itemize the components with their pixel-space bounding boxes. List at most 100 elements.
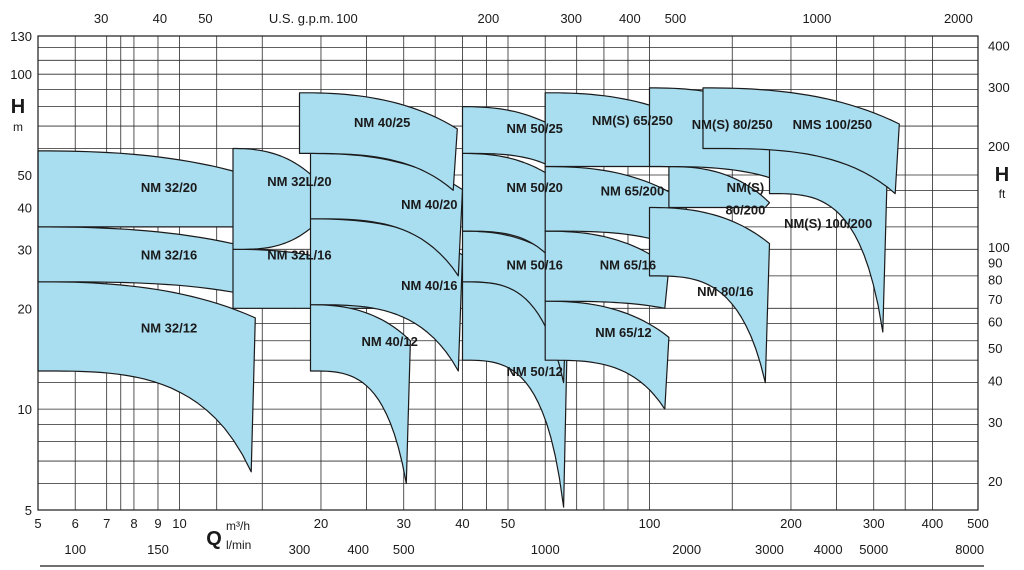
zone-label: NM 32/12 xyxy=(141,321,197,336)
x-tick-m3h: 5 xyxy=(34,516,41,531)
pump-zone-nm-40-25 xyxy=(298,92,458,191)
x-tick-m3h: 400 xyxy=(922,516,944,531)
x-tick-lmin: 2000 xyxy=(672,542,701,557)
zone-label: NM 50/16 xyxy=(507,258,563,273)
x-axis-top-unit: U.S. g.p.m. xyxy=(269,11,334,26)
x-tick-m3h: 20 xyxy=(314,516,328,531)
x-tick-lmin: 5000 xyxy=(859,542,888,557)
x-tick-lmin: 3000 xyxy=(755,542,784,557)
zone-label: NM(S) xyxy=(727,180,765,195)
x-tick-m3h: 100 xyxy=(639,516,661,531)
x-tick-m3h: 7 xyxy=(103,516,110,531)
y-tick-m: 100 xyxy=(10,67,32,82)
zone-label: NM 32/16 xyxy=(141,247,197,262)
pump-zone-nms-100-250 xyxy=(702,87,900,195)
pump-zone-nm-40-16 xyxy=(309,218,464,372)
zone-label: NM(S) 80/250 xyxy=(692,117,773,132)
x-tick-gpm: 2000 xyxy=(944,11,973,26)
zone-label: NM 50/20 xyxy=(507,180,563,195)
y-tick-ft: 80 xyxy=(988,272,1002,287)
zone-labels: NM 32/12 NM 32/16 NM 32/20 NM 32L/16 NM 32L/… xyxy=(141,113,872,379)
x-tick-gpm: 300 xyxy=(560,11,582,26)
x-tick-gpm: 1000 xyxy=(802,11,831,26)
x-tick-gpm: 40 xyxy=(153,11,167,26)
x-tick-lmin: 8000 xyxy=(955,542,984,557)
x-tick-gpm: 30 xyxy=(94,11,108,26)
y-axis-right-name: H xyxy=(995,164,1009,186)
pump-zone-nm-32-12 xyxy=(37,281,256,473)
y-tick-m: 50 xyxy=(18,168,32,183)
x-tick-m3h: 200 xyxy=(780,516,802,531)
x-tick-m3h: 30 xyxy=(396,516,410,531)
x-tick-gpm: 400 xyxy=(619,11,641,26)
zone-label: NM 80/16 xyxy=(697,284,753,299)
y-tick-ft: 300 xyxy=(988,80,1010,95)
x-tick-m3h: 8 xyxy=(130,516,137,531)
x-tick-m3h: 300 xyxy=(863,516,885,531)
pump-zone-nm-50-16 xyxy=(461,230,569,384)
zone-label: NM(S) 100/200 xyxy=(784,216,872,231)
zone-label: NM 50/25 xyxy=(507,121,563,136)
y-tick-ft: 70 xyxy=(988,292,1002,307)
zone-label: NM 50/12 xyxy=(507,364,563,379)
x-tick-m3h: 40 xyxy=(455,516,469,531)
y-tick-m: 30 xyxy=(18,242,32,257)
y-tick-ft: 200 xyxy=(988,139,1010,154)
y-tick-ft: 90 xyxy=(988,255,1002,270)
y-tick-ft: 50 xyxy=(988,341,1002,356)
pump-zone-nm-80-16 xyxy=(648,206,771,384)
x-axis-unit-lmin: l/min xyxy=(226,538,251,552)
y-axis-left-unit: m xyxy=(13,120,23,134)
x-tick-m3h: 10 xyxy=(172,516,186,531)
pump-zone-nm-s-80-200 xyxy=(668,165,771,209)
y-tick-m: 130 xyxy=(10,29,32,44)
zone-label: NM 40/20 xyxy=(401,197,457,212)
x-tick-lmin: 500 xyxy=(393,542,415,557)
x-tick-gpm: 200 xyxy=(478,11,500,26)
plot-frame xyxy=(37,35,979,511)
x-tick-lmin: 100 xyxy=(64,542,86,557)
x-tick-m3h: 50 xyxy=(501,516,515,531)
x-tick-lmin: 150 xyxy=(147,542,169,557)
y-tick-ft: 40 xyxy=(988,373,1002,388)
zone-label: NM 32L/16 xyxy=(267,247,331,262)
x-tick-lmin: 400 xyxy=(347,542,369,557)
zone-label: NM 32L/20 xyxy=(267,174,331,189)
x-tick-lmin: 1000 xyxy=(531,542,560,557)
x-axis-unit-m3h: m³/h xyxy=(226,519,250,533)
pump-zone-nm-65-16 xyxy=(544,230,670,309)
y-tick-m: 10 xyxy=(18,402,32,417)
y-tick-ft: 100 xyxy=(988,240,1010,255)
zone-label: NM 32/20 xyxy=(141,180,197,195)
x-tick-gpm: 100 xyxy=(336,11,358,26)
x-tick-gpm: 500 xyxy=(665,11,687,26)
x-tick-lmin: 300 xyxy=(289,542,311,557)
y-axis-right-unit: ft xyxy=(999,187,1006,201)
plot-border xyxy=(37,35,979,511)
zone-label: NM(S) 65/250 xyxy=(592,113,673,128)
y-tick-m: 40 xyxy=(18,200,32,215)
pump-zone-nm-65-12 xyxy=(544,300,670,410)
x-tick-m3h: 6 xyxy=(72,516,79,531)
x-axis-name: Q xyxy=(206,528,222,550)
x-tick-m3h: 9 xyxy=(154,516,161,531)
zone-label: NM 65/200 xyxy=(601,183,665,198)
y-tick-m: 5 xyxy=(25,503,32,518)
y-tick-ft: 20 xyxy=(988,474,1002,489)
zone-label: NM 65/16 xyxy=(600,258,656,273)
axis-ticks: 5 6 7 8 9 10 20 30 40 50 100 200 300 400 500 100 150 300 4… xyxy=(10,11,1010,567)
y-tick-ft: 400 xyxy=(988,38,1010,53)
zone-label: NM 40/12 xyxy=(361,334,417,349)
zone-label: NM 40/16 xyxy=(401,278,457,293)
y-tick-ft: 30 xyxy=(988,415,1002,430)
y-tick-m: 20 xyxy=(18,301,32,316)
zone-label: NM 40/25 xyxy=(354,115,410,130)
x-tick-lmin: 4000 xyxy=(814,542,843,557)
pump-zones xyxy=(37,87,900,508)
zone-label: NM 65/12 xyxy=(595,325,651,340)
zone-label: NMS 100/250 xyxy=(793,117,873,132)
x-tick-m3h: 500 xyxy=(967,516,989,531)
pump-zone-nm-40-12 xyxy=(309,304,411,485)
x-tick-gpm: 50 xyxy=(198,11,212,26)
